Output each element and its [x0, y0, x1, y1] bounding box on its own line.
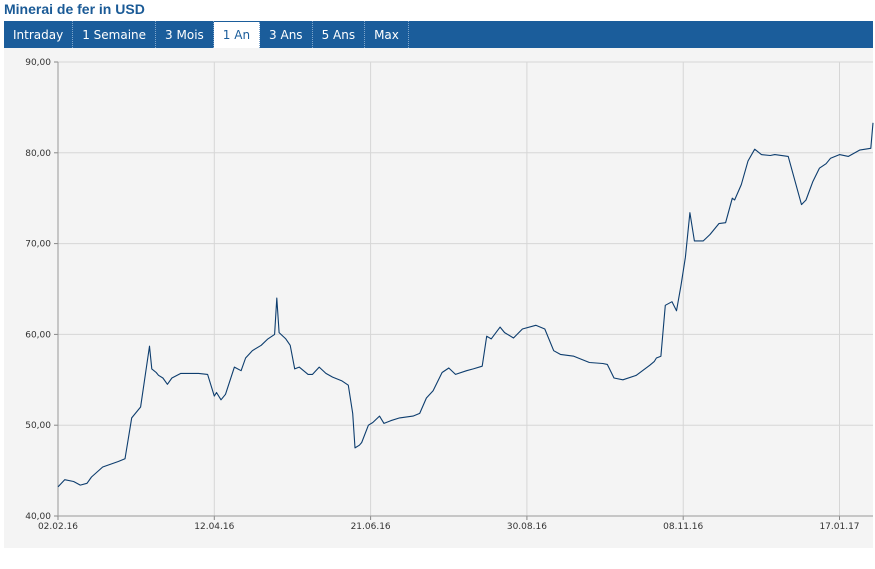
- tab-intraday[interactable]: Intraday: [4, 21, 74, 48]
- x-tick-label: 02.02.16: [38, 522, 78, 532]
- y-tick-label: 80,00: [25, 149, 51, 159]
- tab-1-an[interactable]: 1 An: [213, 22, 261, 48]
- x-tick-label: 08.11.16: [663, 522, 703, 532]
- price-series-line: [57, 122, 874, 488]
- tab-3-ans[interactable]: 3 Ans: [260, 21, 313, 48]
- y-tick-label: 90,00: [25, 58, 51, 68]
- y-tick-label: 50,00: [25, 421, 51, 431]
- y-tick-label: 60,00: [25, 330, 51, 340]
- tab-1-semaine[interactable]: 1 Semaine: [73, 21, 157, 48]
- tab-5-ans[interactable]: 5 Ans: [313, 21, 366, 48]
- y-tick-label: 70,00: [25, 240, 51, 250]
- chart-area: [4, 48, 873, 548]
- x-tick-label: 17.01.17: [819, 522, 859, 532]
- page-title: Minerai de fer in USD: [4, 1, 145, 17]
- x-tick-label: 30.08.16: [507, 522, 547, 532]
- x-tick-label: 12.04.16: [194, 522, 234, 532]
- x-tick-label: 21.06.16: [351, 522, 391, 532]
- tab-max[interactable]: Max: [365, 21, 409, 48]
- tab-3-mois[interactable]: 3 Mois: [156, 21, 214, 48]
- y-tick-label: 40,00: [25, 512, 51, 522]
- period-tabbar: Intraday 1 Semaine 3 Mois 1 An 3 Ans 5 A…: [4, 21, 873, 48]
